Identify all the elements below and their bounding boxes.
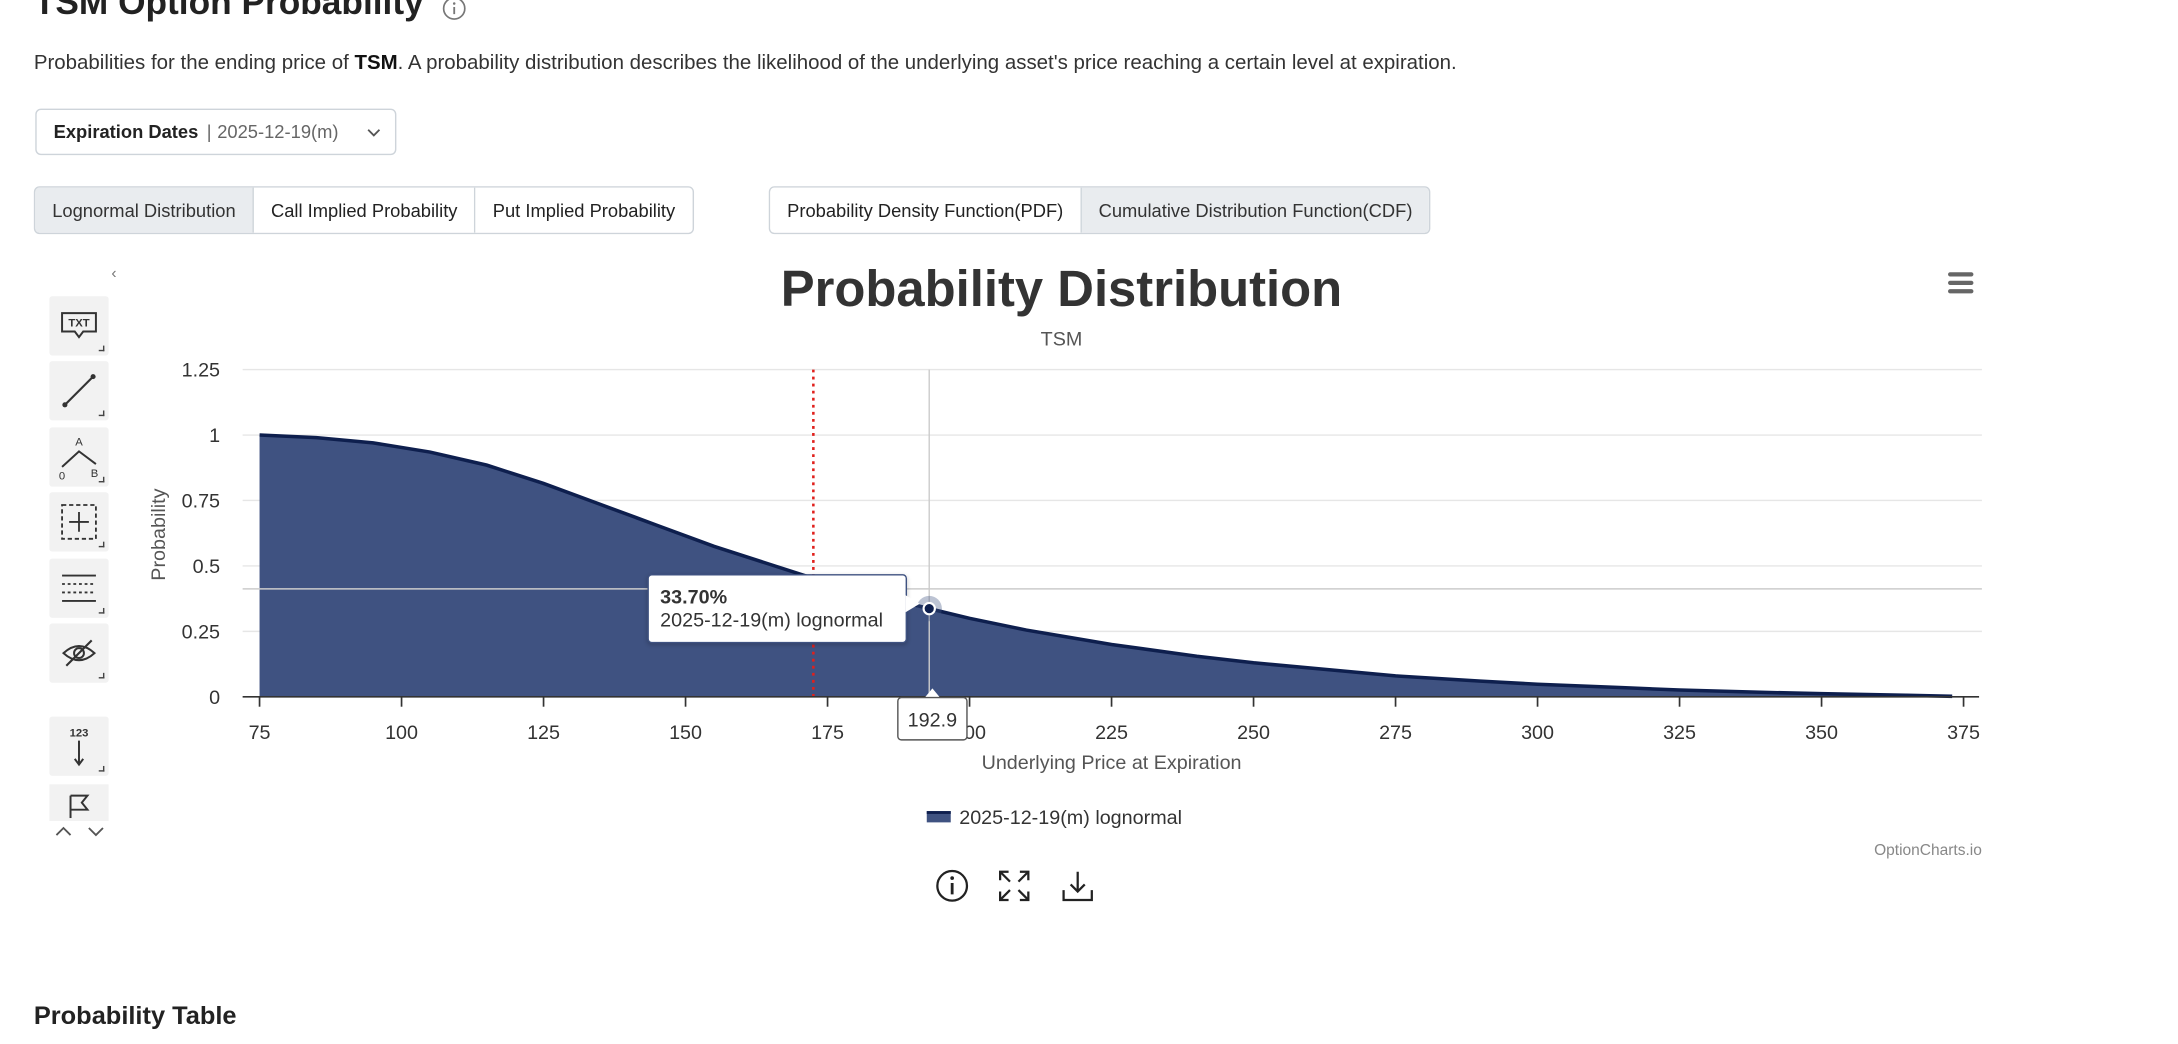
legend-item[interactable]: 2025-12-19(m) lognormal (926, 805, 1183, 829)
horizontal-lines-icon (62, 574, 96, 602)
x-tick-label: 125 (527, 722, 560, 744)
tab-call-implied-probability[interactable]: Call Implied Probability (254, 187, 476, 233)
y-tick-label: 1 (209, 425, 220, 447)
indicator-123-icon: 123 (70, 727, 89, 767)
info-circle-icon[interactable] (442, 0, 467, 21)
eye-off-icon (62, 639, 96, 667)
x-tick-label: 250 (1237, 722, 1270, 744)
expiration-selected-value: 2025-12-19(m) (217, 121, 339, 143)
x-tick-label: 175 (811, 722, 844, 744)
tooltip-series: 2025-12-19(m) lognormal (660, 607, 883, 631)
x-tick-label: 350 (1805, 722, 1838, 744)
probability-table-title: Probability Table (33, 1001, 237, 1030)
text-tool-label: TXT (68, 318, 89, 330)
tab-cdf[interactable]: Cumulative Distribution Function(CDF) (1081, 187, 1430, 233)
tab-put-implied-probability[interactable]: Put Implied Probability (475, 187, 693, 233)
y-tick-label: 0 (209, 687, 220, 709)
x-tick-label: 325 (1663, 722, 1696, 744)
page-description: Probabilities for the ending price of TS… (34, 52, 1457, 75)
x-tick-label: 375 (1947, 722, 1980, 744)
x-tick-label: 300 (1521, 722, 1554, 744)
description-prefix: Probabilities for the ending price of (33, 52, 355, 75)
chevron-down-icon[interactable] (88, 827, 104, 837)
line-icon (62, 374, 96, 408)
fib-label-b: B (91, 468, 99, 480)
tab-lognormal-distribution[interactable]: Lognormal Distribution (35, 187, 255, 233)
y-tick-label: 1.25 (182, 360, 220, 382)
line-tool[interactable] (49, 361, 109, 421)
x-axis-title: Underlying Price at Expiration (982, 752, 1242, 774)
tooltip-pointer (905, 595, 920, 613)
chart-tooltip: 33.70% 2025-12-19(m) lognormal (647, 574, 908, 644)
chart-subtitle: TSM (1040, 327, 1083, 350)
page-title: TSM Option Probability (33, 0, 424, 23)
horizontal-lines-tool[interactable] (49, 558, 109, 618)
distribution-model-tabs: Lognormal Distribution Call Implied Prob… (33, 186, 694, 235)
fibonacci-icon: A 0 B (59, 437, 99, 481)
chart-markers (242, 369, 1982, 697)
fib-label-0: 0 (59, 471, 65, 481)
x-tick-label: 150 (669, 722, 702, 744)
info-icon[interactable] (935, 869, 969, 903)
crosshair-label-caret (925, 688, 940, 697)
expiration-separator: | (206, 121, 212, 143)
y-axis-title: Probability (148, 488, 170, 580)
credits-link[interactable]: OptionCharts.io (1874, 842, 1982, 860)
chart-title: Probability Distribution (780, 259, 1343, 318)
fullscreen-icon[interactable] (997, 869, 1031, 903)
legend-label: 2025-12-19(m) lognormal (959, 805, 1183, 829)
chevron-down-icon (367, 129, 381, 137)
indicator-123-tool[interactable]: 123 (49, 716, 109, 776)
description-ticker: TSM (354, 52, 398, 75)
description-suffix: . A probability distribution describes t… (397, 52, 1457, 75)
collapse-toolbar-button[interactable]: ‹ (111, 265, 117, 283)
highlight-point[interactable] (922, 601, 936, 616)
hide-tool[interactable] (49, 623, 109, 683)
expiration-dates-label: Expiration Dates (53, 121, 199, 143)
number-tool-label: 123 (70, 727, 89, 739)
legend-swatch (926, 811, 951, 823)
measure-tool[interactable] (49, 492, 109, 552)
chevron-up-icon[interactable] (55, 826, 72, 836)
annotation-text-tool[interactable]: TXT (49, 296, 109, 356)
x-tick-label: 100 (385, 722, 418, 744)
y-tick-label: 0.25 (182, 621, 220, 643)
x-tick-label: 225 (1095, 722, 1128, 744)
series-line (259, 433, 1953, 699)
tab-pdf[interactable]: Probability Density Function(PDF) (770, 187, 1082, 233)
distribution-function-tabs: Probability Density Function(PDF) Cumula… (768, 186, 1431, 235)
crosshair-x-label: 192.9 (897, 696, 968, 741)
annotation-text-icon: TXT (61, 312, 97, 339)
flag-icon (69, 794, 90, 819)
x-tick-label: 75 (249, 722, 271, 744)
hamburger-menu-icon[interactable] (1947, 271, 1975, 295)
toolbar-scroll-arrows[interactable] (54, 821, 110, 841)
x-tick-label: 275 (1379, 722, 1412, 744)
fib-label-a: A (75, 437, 83, 449)
flag-tool[interactable] (49, 784, 109, 821)
tooltip-value: 33.70% (660, 585, 728, 608)
y-tick-label: 0.75 (182, 491, 220, 513)
fibonacci-tool[interactable]: A 0 B (49, 427, 109, 487)
y-tick-label: 0.5 (193, 556, 220, 578)
measure-icon (61, 504, 97, 540)
download-icon[interactable] (1061, 869, 1095, 903)
expiration-dates-dropdown[interactable]: Expiration Dates | 2025-12-19(m) (35, 108, 397, 156)
